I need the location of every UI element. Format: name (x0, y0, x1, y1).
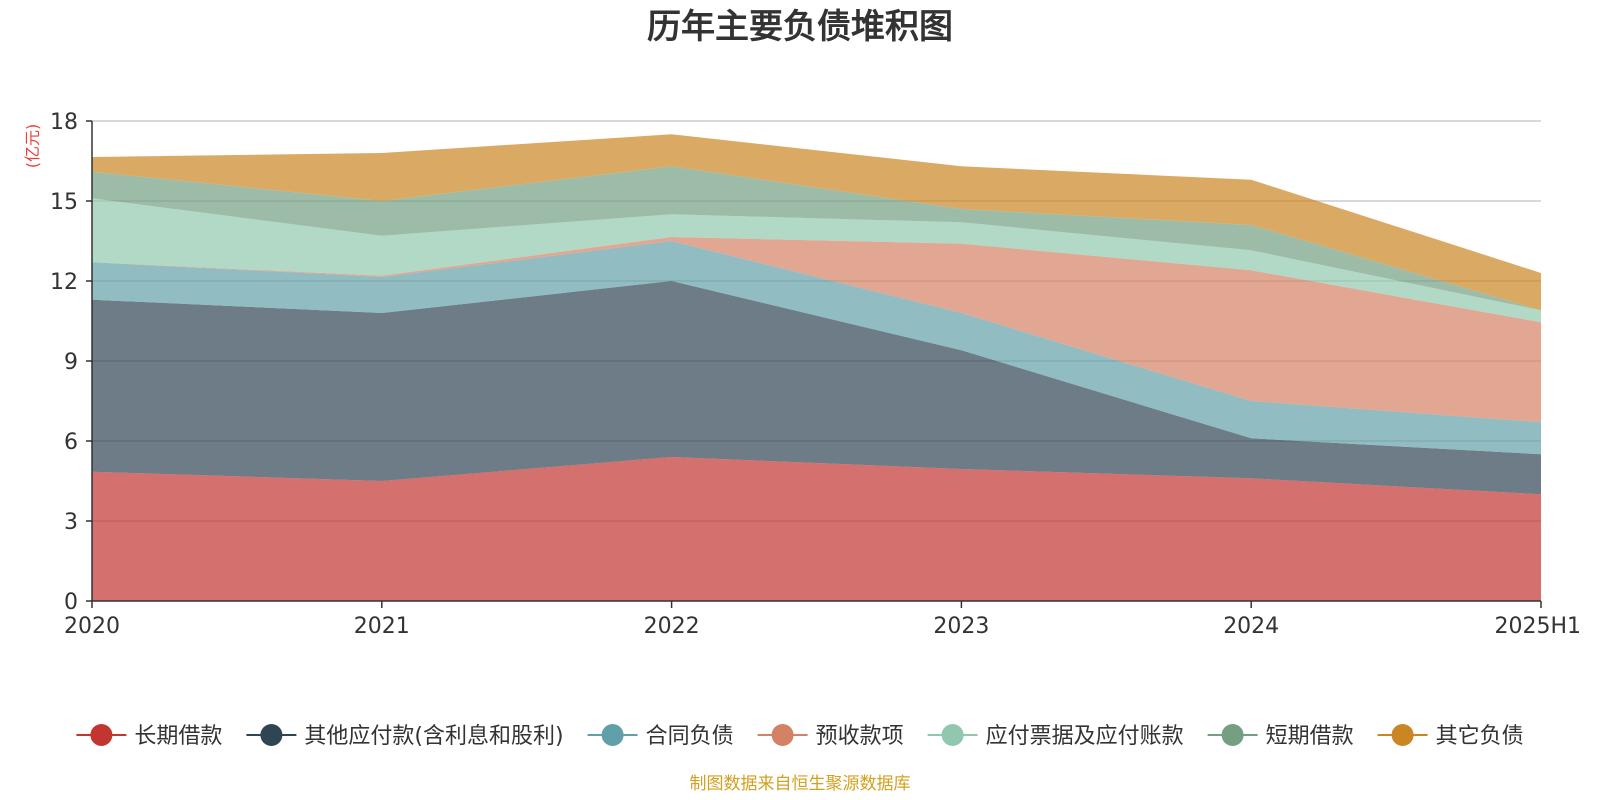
legend-marker (260, 724, 283, 746)
legend-item-2[interactable]: 其他应付款(含利息和股利) (246, 724, 564, 749)
y-tick-label: 15 (50, 190, 78, 215)
axes: 0 3 6 9 12 15 18 2020 2021 2022 2023 2024 2025H1 (50, 110, 1581, 639)
chart-title: 历年主要负债堆积图 (647, 7, 953, 47)
x-tick-label: 2023 (933, 614, 989, 639)
y-tick-label: 6 (64, 430, 78, 455)
legend: 长期借款 其他应付款(含利息和股利) 合同负债 预收款项 应付票据及应付账款 短期借款 其它… (76, 724, 1524, 749)
legend-item-1[interactable]: 长期借款 (76, 724, 222, 749)
x-tick-label: 2022 (644, 614, 700, 639)
legend-item-7[interactable]: 其它负债 (1377, 724, 1524, 749)
area-series-6 (92, 166, 1541, 311)
x-tick-label: 2024 (1223, 614, 1279, 639)
y-tick-label: 3 (64, 510, 78, 535)
area-series-2 (92, 281, 1541, 495)
area-series-4 (92, 237, 1541, 423)
data-source-note: 制图数据来自恒生聚源数据库 (690, 774, 911, 794)
x-tick-label: 2021 (354, 614, 410, 639)
y-tick-label: 0 (64, 590, 78, 615)
legend-label: 应付票据及应付账款 (986, 724, 1184, 749)
legend-label: 合同负债 (646, 724, 734, 749)
legend-label: 其它负债 (1436, 724, 1524, 749)
x-tick-label: 2025H1 (1494, 614, 1581, 639)
legend-item-6[interactable]: 短期借款 (1207, 724, 1354, 749)
legend-label: 短期借款 (1266, 724, 1354, 749)
x-tick-label: 2020 (64, 614, 120, 639)
y-tick-label: 9 (64, 350, 78, 375)
legend-item-3[interactable]: 合同负债 (587, 724, 734, 749)
y-tick-label: 12 (50, 270, 78, 295)
area-series-7 (92, 134, 1541, 311)
legend-item-4[interactable]: 预收款项 (757, 724, 904, 749)
legend-marker (771, 724, 794, 746)
area-series-1 (92, 457, 1541, 601)
area-series-3 (92, 241, 1541, 455)
legend-marker (601, 724, 624, 746)
legend-label: 其他应付款(含利息和股利) (304, 724, 563, 749)
area-series-5 (92, 198, 1541, 323)
y-axis-label: (亿元) (23, 124, 42, 169)
legend-marker (90, 724, 113, 746)
area-layer (92, 134, 1541, 601)
legend-marker (941, 724, 964, 746)
y-tick-label: 18 (50, 110, 78, 135)
legend-marker (1221, 724, 1244, 746)
legend-label: 预收款项 (816, 724, 904, 749)
legend-label: 长期借款 (134, 724, 222, 749)
legend-marker (1391, 724, 1414, 746)
legend-item-5[interactable]: 应付票据及应付账款 (927, 724, 1184, 749)
